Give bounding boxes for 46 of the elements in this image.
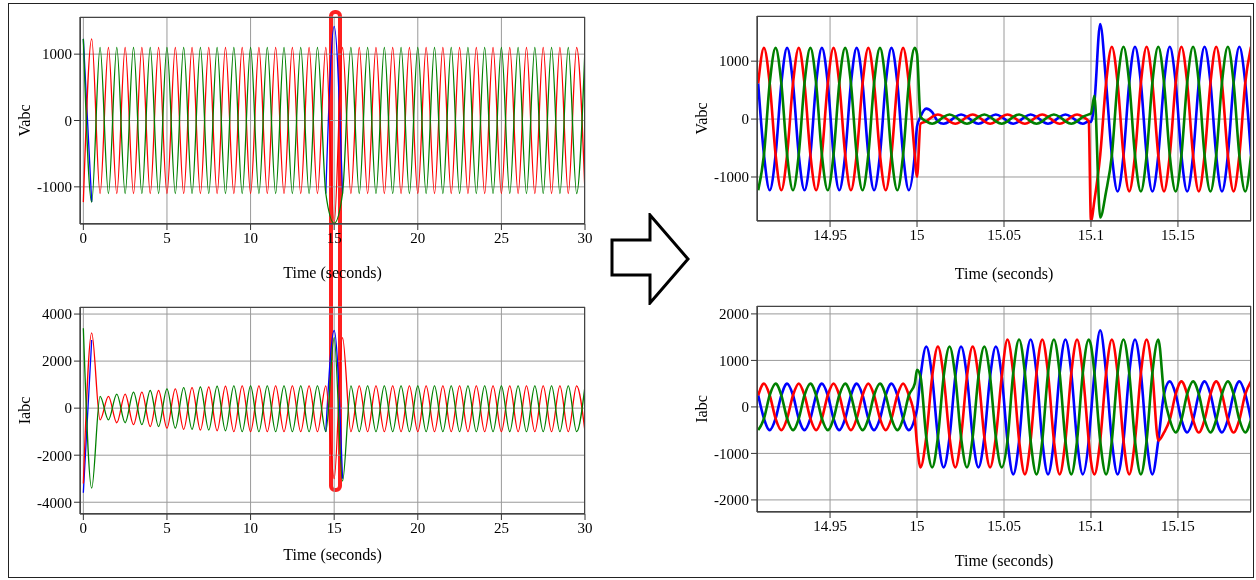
y-tick-label: 1000 (42, 46, 72, 63)
x-axis-title: Time (seconds) (283, 546, 382, 564)
y-tick-label: 2000 (42, 353, 72, 370)
x-tick-label: 15.05 (987, 226, 1021, 243)
y-axis-title: Vabc (692, 102, 710, 135)
x-tick-label: 5 (163, 229, 171, 246)
x-tick-label: 5 (163, 519, 171, 536)
x-tick-label: 15.1 (1077, 226, 1105, 243)
y-tick-label: -1000 (37, 179, 72, 196)
x-tick-label: 15.15 (1161, 517, 1195, 534)
y-tick-label: -1000 (714, 169, 749, 186)
x-tick-label: 10 (243, 519, 259, 536)
y-tick-label: 0 (741, 111, 749, 128)
y-axis-title: Vabc (15, 104, 33, 137)
x-tick-label: 15.05 (987, 517, 1021, 534)
y-axis-title: Iabc (692, 395, 710, 423)
y-tick-label: 1000 (719, 53, 749, 70)
y-tick-label: 4000 (42, 306, 72, 323)
x-tick-label: 15 (909, 226, 925, 243)
x-tick-label: 15.1 (1077, 517, 1105, 534)
x-tick-label: 20 (410, 519, 426, 536)
x-axis-title: Time (seconds) (954, 552, 1054, 570)
x-tick-label: 10 (243, 229, 259, 246)
y-tick-label: 0 (64, 400, 72, 417)
y-tick-label: 0 (64, 112, 72, 129)
x-tick-label: 25 (493, 519, 509, 536)
x-tick-label: 15 (326, 519, 342, 536)
y-tick-label: 1000 (719, 352, 749, 369)
x-tick-label: 15 (909, 517, 925, 534)
x-tick-label: 0 (79, 229, 88, 246)
x-tick-label: 25 (493, 229, 509, 246)
y-tick-label: -4000 (37, 494, 72, 511)
y-tick-label: 0 (741, 399, 749, 416)
x-tick-label: 30 (577, 229, 593, 246)
x-axis-title: Time (seconds) (954, 265, 1054, 283)
y-tick-label: -1000 (714, 445, 749, 462)
x-tick-label: 14.95 (813, 517, 847, 534)
x-tick-label: 20 (410, 229, 426, 246)
x-tick-label: 15.15 (1161, 226, 1195, 243)
y-tick-label: 2000 (719, 306, 749, 323)
y-axis-title: Iabc (15, 396, 33, 425)
x-tick-label: 30 (577, 519, 593, 536)
y-tick-label: -2000 (714, 492, 749, 509)
y-tick-label: -2000 (37, 447, 72, 464)
x-tick-label: 0 (79, 519, 88, 536)
x-tick-label: 14.95 (813, 226, 847, 243)
